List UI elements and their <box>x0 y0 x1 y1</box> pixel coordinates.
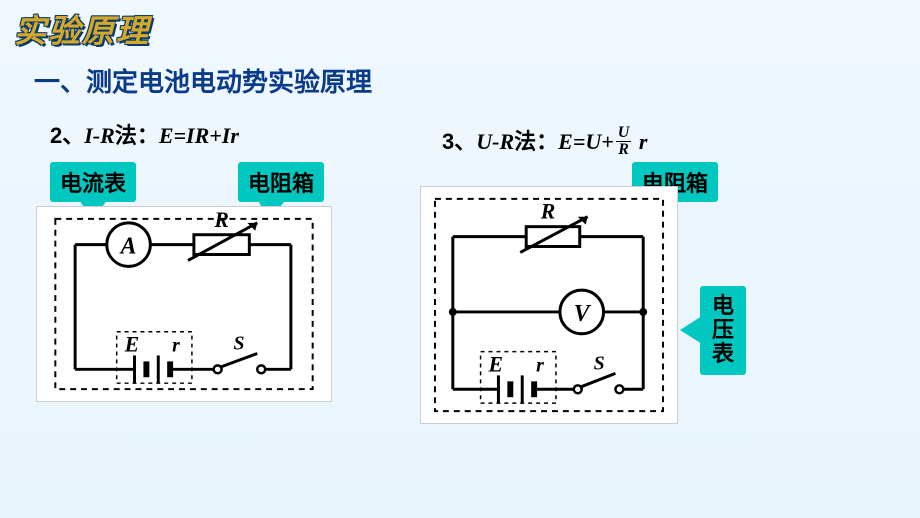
callout-rbox1: 电阻箱 <box>238 162 324 202</box>
callout-rbox1-text: 电阻箱 <box>248 171 314 196</box>
label-voltmeter: 电 压 表 <box>700 286 746 375</box>
method3-eqpost: r <box>633 129 647 154</box>
r-symbol-2: R <box>540 200 556 224</box>
circuit-svg-1: A R E r S <box>37 207 331 401</box>
circuit-diagram-ur: R V E r S <box>420 186 678 424</box>
callout-voltmeter: 电 压 表 <box>700 286 746 375</box>
label-rbox-1: 电阻箱 <box>238 162 324 202</box>
method2-name: I-R <box>84 123 115 148</box>
ammeter-symbol: A <box>119 234 137 260</box>
method3-name: U-R <box>476 129 514 154</box>
label-ammeter: 电流表 <box>50 162 136 202</box>
e-symbol-2: E <box>488 352 504 376</box>
fraction: UR <box>616 125 632 158</box>
circuit-svg-2: R V E r S <box>421 187 677 423</box>
method3-num: 3、 <box>442 129 476 154</box>
voltmeter-l2: 压 <box>712 317 734 342</box>
method3-eqpre: E=U+ <box>558 129 614 154</box>
callout-ammeter: 电流表 <box>50 162 136 202</box>
method2-eq: E=IR+Ir <box>159 123 239 148</box>
frac-den: R <box>616 142 632 158</box>
method2-suffix: 法： <box>115 123 159 148</box>
r-internal-symbol: r <box>172 335 180 357</box>
callout-tail-icon <box>680 316 702 344</box>
method-3: 3、U-R法：E=U+UR r <box>442 124 647 160</box>
callout-ammeter-text: 电流表 <box>60 171 126 196</box>
s-symbol: S <box>233 333 244 355</box>
s-symbol-2: S <box>594 352 605 374</box>
circuit-diagram-ir: A R E r S <box>36 206 332 402</box>
voltmeter-l1: 电 <box>712 293 734 318</box>
e-symbol: E <box>124 333 140 357</box>
r-internal-2: r <box>536 354 544 376</box>
section-heading: 一、测定电池电动势实验原理 <box>34 62 372 99</box>
method-2: 2、I-R法：E=IR+Ir <box>50 118 239 150</box>
voltmeter-symbol: V <box>574 301 592 327</box>
method2-num: 2、 <box>50 123 84 148</box>
page-title: 实验原理 <box>14 6 150 52</box>
voltmeter-l3: 表 <box>712 341 734 366</box>
r-symbol: R <box>213 208 229 232</box>
method3-suffix: 法： <box>514 129 558 154</box>
frac-num: U <box>616 125 632 142</box>
